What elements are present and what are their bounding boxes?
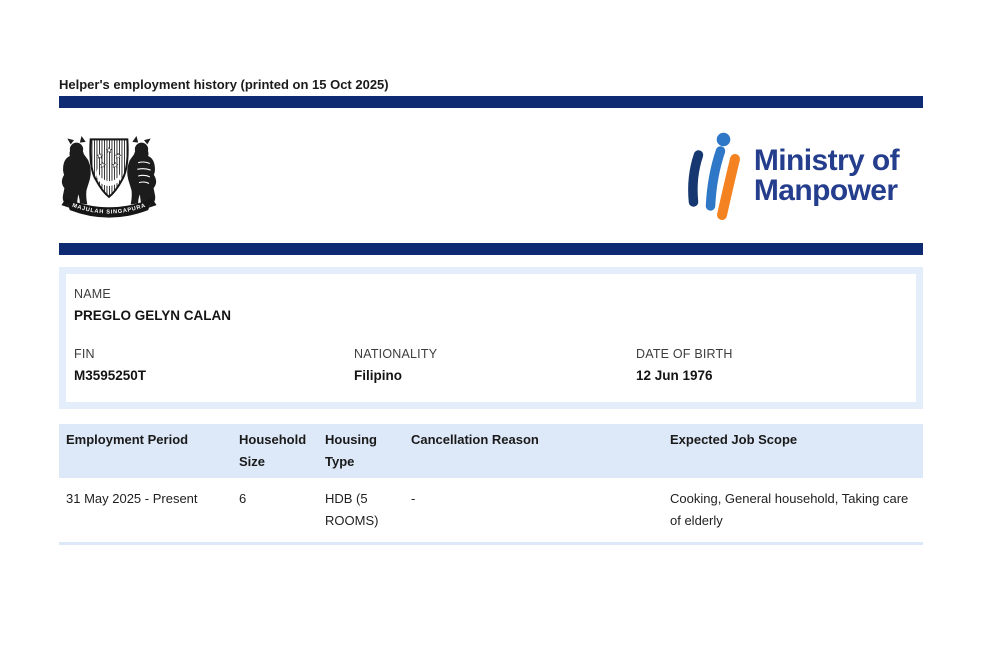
cell-household-size: 6 xyxy=(232,478,318,545)
mom-figure-icon xyxy=(688,132,740,220)
ministry-of-manpower-logo: Ministry of Manpower xyxy=(685,130,900,222)
col-header-cancellation-reason: Cancellation Reason xyxy=(404,424,663,478)
logo-row: MAJULAH SINGAPURA Ministry of Manpower xyxy=(59,108,923,243)
employment-history-table: Employment Period Household Size Housing… xyxy=(59,424,923,545)
name-field: NAME PREGLO GELYN CALAN xyxy=(74,287,908,323)
cell-expected-job-scope: Cooking, General household, Taking care … xyxy=(663,478,923,545)
helper-details-row: FIN M3595250T NATIONALITY Filipino DATE … xyxy=(74,347,908,383)
fin-field: FIN M3595250T xyxy=(74,347,354,383)
mom-wordmark-line2: Manpower xyxy=(753,173,898,207)
singapore-coat-of-arms-icon: MAJULAH SINGAPURA xyxy=(61,135,157,218)
helper-info-panel: NAME PREGLO GELYN CALAN FIN M3595250T NA… xyxy=(59,267,923,409)
cell-cancellation-reason: - xyxy=(404,478,663,545)
cell-employment-period: 31 May 2025 - Present xyxy=(59,478,232,545)
date-of-birth-label: DATE OF BIRTH xyxy=(636,347,733,361)
cell-housing-type: HDB (5 ROOMS) xyxy=(318,478,404,545)
header-top-rule xyxy=(59,96,923,108)
tiger-supporter xyxy=(127,135,157,205)
helper-name-value: PREGLO GELYN CALAN xyxy=(74,308,232,323)
table-row: 31 May 2025 - Present 6 HDB (5 ROOMS) - … xyxy=(59,478,923,545)
nationality-field: NATIONALITY Filipino xyxy=(354,347,636,383)
page-title: Helper's employment history (printed on … xyxy=(59,77,389,92)
mom-wordmark-line1: Ministry of xyxy=(753,143,900,177)
date-of-birth-field: DATE OF BIRTH 12 Jun 1976 xyxy=(636,347,908,383)
header-bottom-rule xyxy=(59,243,923,255)
nationality-label: NATIONALITY xyxy=(354,347,438,361)
table-header-row: Employment Period Household Size Housing… xyxy=(59,424,923,478)
col-header-employment-period: Employment Period xyxy=(59,424,232,478)
document-page: Helper's employment history (printed on … xyxy=(59,0,923,545)
mom-wordmark: Ministry of Manpower xyxy=(753,143,900,207)
helper-info-card: NAME PREGLO GELYN CALAN FIN M3595250T NA… xyxy=(66,274,916,402)
nationality-value: Filipino xyxy=(354,368,402,383)
date-of-birth-value: 12 Jun 1976 xyxy=(636,368,713,383)
col-header-housing-type: Housing Type xyxy=(318,424,404,478)
motto-banner xyxy=(65,198,153,218)
col-header-household-size: Household Size xyxy=(232,424,318,478)
lion-supporter xyxy=(61,135,91,205)
fin-value: M3595250T xyxy=(74,368,147,383)
col-header-expected-job-scope: Expected Job Scope xyxy=(663,424,923,478)
fin-label: FIN xyxy=(74,347,95,361)
name-label: NAME xyxy=(74,287,111,301)
